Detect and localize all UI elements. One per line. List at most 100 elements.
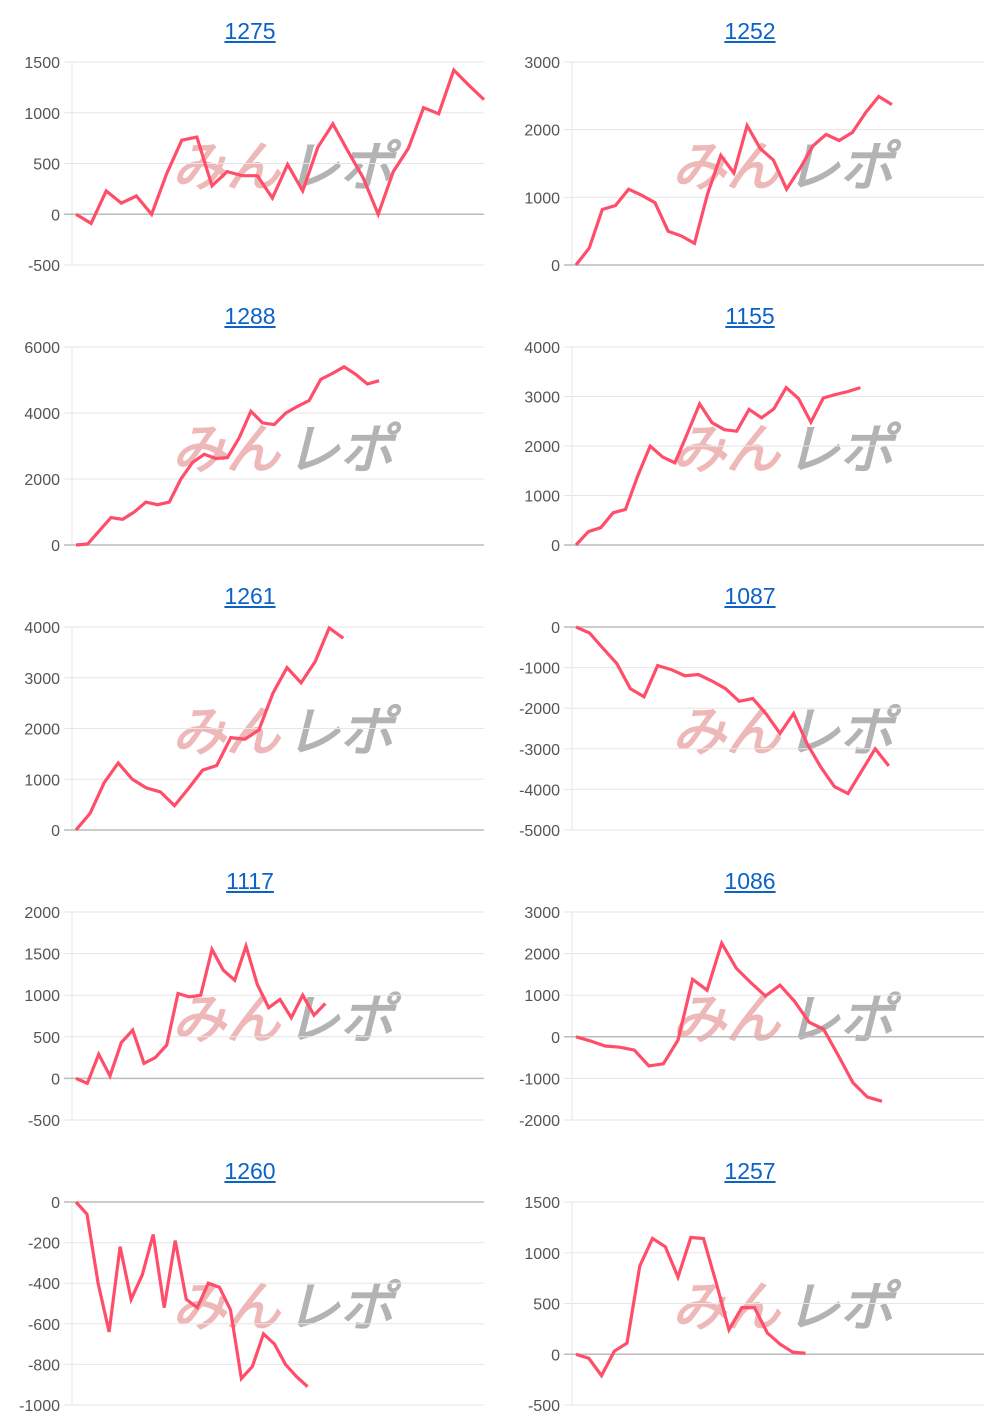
series-line bbox=[75, 67, 486, 226]
series-line bbox=[74, 1200, 309, 1388]
line-chart: みん レポ 0 -200 -400 -600 -800 -1000 bbox=[19, 1195, 484, 1415]
y-tick-label: 3000 bbox=[524, 905, 560, 922]
y-tick-label: 500 bbox=[33, 157, 60, 174]
watermark-logo: みん レポ bbox=[172, 703, 402, 763]
chart-panel: みん レポ 4000 3000 2000 1000 0 1155 bbox=[500, 285, 1000, 565]
y-tick-label: -500 bbox=[28, 1113, 60, 1130]
y-tick-label: 0 bbox=[51, 1071, 60, 1088]
y-tick-label: 500 bbox=[533, 1297, 560, 1314]
chart-title-link[interactable]: 1257 bbox=[724, 1158, 776, 1184]
y-tick-label: 2000 bbox=[24, 722, 60, 739]
y-tick-label: 1500 bbox=[24, 947, 60, 964]
y-tick-label: 6000 bbox=[24, 340, 60, 357]
y-tick-label: 2000 bbox=[524, 947, 560, 964]
line-chart: みん レポ 1500 1000 500 0 -500 bbox=[24, 55, 486, 275]
watermark-logo: みん レポ bbox=[172, 1278, 402, 1338]
chart-panel: みん レポ 6000 4000 2000 0 1288 bbox=[0, 285, 500, 565]
chart-panel: みん レポ 1500 1000 500 0 -500 1257 bbox=[500, 1140, 1000, 1425]
line-chart: みん レポ 6000 4000 2000 0 bbox=[24, 340, 484, 555]
y-tick-label: 4000 bbox=[24, 406, 60, 423]
y-tick-label: 4000 bbox=[524, 340, 560, 357]
chart-title-link[interactable]: 1261 bbox=[224, 583, 276, 609]
chart-title-link[interactable]: 1117 bbox=[226, 868, 274, 894]
line-chart: みん レポ 3000 2000 1000 0 bbox=[524, 55, 984, 275]
chart-title-link[interactable]: 1288 bbox=[224, 303, 276, 329]
chart-title-link[interactable]: 1252 bbox=[724, 18, 776, 44]
y-tick-label: 0 bbox=[551, 1347, 560, 1364]
chart-panel: みん レポ 3000 2000 1000 0 1252 bbox=[500, 0, 1000, 285]
y-tick-label: -3000 bbox=[519, 742, 560, 759]
y-tick-label: 0 bbox=[551, 258, 560, 275]
y-tick-label: 2000 bbox=[24, 472, 60, 489]
watermark-logo: みん レポ bbox=[172, 990, 402, 1050]
y-tick-label: -1000 bbox=[519, 1071, 560, 1088]
y-tick-label: 0 bbox=[51, 207, 60, 224]
line-chart: みん レポ 4000 3000 2000 1000 0 bbox=[24, 620, 484, 840]
y-tick-label: -4000 bbox=[519, 782, 560, 799]
y-tick-label: -500 bbox=[28, 258, 60, 275]
y-tick-label: -800 bbox=[28, 1357, 60, 1374]
line-chart: みん レポ 1500 1000 500 0 -500 bbox=[524, 1195, 984, 1415]
chart-panel: みん レポ 0 -200 -400 -600 -800 -1000 1260 bbox=[0, 1140, 500, 1425]
y-tick-label: 3000 bbox=[24, 671, 60, 688]
y-tick-label: -2000 bbox=[519, 701, 560, 718]
line-chart: みん レポ 2000 1500 1000 500 0 -500 bbox=[24, 905, 484, 1130]
y-tick-label: 0 bbox=[51, 538, 60, 555]
y-tick-label: 1000 bbox=[24, 988, 60, 1005]
y-tick-label: 0 bbox=[551, 620, 560, 637]
watermark-logo: みん レポ bbox=[672, 703, 902, 763]
y-tick-label: 1500 bbox=[524, 1195, 560, 1212]
y-tick-label: 3000 bbox=[524, 390, 560, 407]
watermark-logo: みん レポ bbox=[172, 420, 402, 480]
chart-title-link[interactable]: 1087 bbox=[724, 583, 776, 609]
series-line bbox=[74, 625, 345, 832]
chart-panel: みん レポ 2000 1500 1000 500 0 -500 1117 bbox=[0, 850, 500, 1140]
y-tick-label: -1000 bbox=[519, 661, 560, 678]
series-line bbox=[575, 1235, 806, 1379]
y-tick-label: -400 bbox=[28, 1276, 60, 1293]
y-tick-label: 1000 bbox=[524, 489, 560, 506]
y-tick-label: 3000 bbox=[524, 55, 560, 72]
series-line bbox=[75, 940, 327, 1086]
chart-panel: みん レポ 1500 1000 500 0 -500 1275 bbox=[0, 0, 500, 285]
y-tick-label: 1000 bbox=[24, 772, 60, 789]
series-line bbox=[574, 385, 861, 547]
line-chart: みん レポ 3000 2000 1000 0 -1000 -2000 bbox=[519, 905, 984, 1130]
y-tick-label: -5000 bbox=[519, 823, 560, 840]
series-line bbox=[574, 94, 893, 266]
y-tick-label: 2000 bbox=[524, 439, 560, 456]
y-tick-label: 0 bbox=[51, 1195, 60, 1212]
y-tick-label: 2000 bbox=[24, 905, 60, 922]
y-tick-label: -600 bbox=[28, 1317, 60, 1334]
series-line bbox=[75, 364, 380, 547]
y-tick-label: 1000 bbox=[24, 106, 60, 123]
chart-panel: みん レポ 4000 3000 2000 1000 0 1261 bbox=[0, 565, 500, 850]
watermark-logo: みん レポ bbox=[672, 990, 902, 1050]
y-tick-label: 2000 bbox=[524, 123, 560, 140]
y-tick-label: 0 bbox=[551, 1030, 560, 1047]
chart-title-link[interactable]: 1086 bbox=[724, 868, 776, 894]
y-tick-label: -2000 bbox=[519, 1113, 560, 1130]
y-tick-label: 0 bbox=[551, 538, 560, 555]
line-chart: みん レポ 0 -1000 -2000 -3000 -4000 -5000 bbox=[519, 620, 984, 840]
chart-title-link[interactable]: 1155 bbox=[725, 303, 775, 329]
chart-title-link[interactable]: 1275 bbox=[224, 18, 276, 44]
y-tick-label: 1000 bbox=[524, 190, 560, 207]
watermark-logo: みん レポ bbox=[672, 420, 902, 480]
y-tick-label: 1000 bbox=[524, 1246, 560, 1263]
y-tick-label: 0 bbox=[51, 823, 60, 840]
y-tick-label: 1500 bbox=[24, 55, 60, 72]
chart-title-link[interactable]: 1260 bbox=[224, 1158, 276, 1184]
watermark-logo: みん レポ bbox=[172, 138, 402, 198]
y-tick-label: 4000 bbox=[24, 620, 60, 637]
y-tick-label: 1000 bbox=[524, 988, 560, 1005]
series-line bbox=[575, 939, 883, 1103]
watermark-logo: みん レポ bbox=[672, 138, 902, 198]
y-tick-label: -1000 bbox=[19, 1398, 60, 1415]
chart-panel: みん レポ 0 -1000 -2000 -3000 -4000 -5000 1087 bbox=[500, 565, 1000, 850]
line-chart: みん レポ 4000 3000 2000 1000 0 bbox=[524, 340, 984, 555]
y-tick-label: 500 bbox=[33, 1030, 60, 1047]
watermark-logo: みん レポ bbox=[672, 1278, 902, 1338]
y-tick-label: -500 bbox=[528, 1398, 560, 1415]
